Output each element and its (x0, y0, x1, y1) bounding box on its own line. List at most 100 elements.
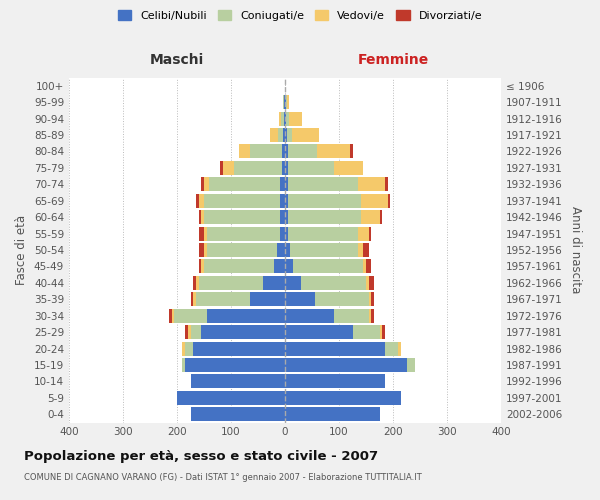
Bar (206, 308, 285, 322)
Bar (398, 342, 401, 355)
Text: Popolazione per età, sesso e stato civile - 2007: Popolazione per età, sesso e stato civil… (24, 450, 378, 463)
Bar (285, 128, 287, 142)
Bar (285, 342, 385, 355)
Bar (288, 144, 317, 158)
Bar (288, 178, 358, 192)
Bar (286, 95, 287, 109)
Bar (285, 391, 401, 405)
Bar (286, 112, 289, 126)
Bar (283, 95, 284, 109)
Y-axis label: Fasce di età: Fasce di età (16, 215, 28, 285)
Bar (206, 226, 280, 240)
Bar (288, 226, 358, 240)
Bar (380, 210, 382, 224)
Bar (285, 308, 334, 322)
Bar (285, 194, 288, 207)
Bar (301, 276, 366, 290)
Bar (172, 308, 175, 322)
Bar (368, 292, 371, 306)
Bar (285, 210, 288, 224)
Text: Femmine: Femmine (358, 53, 428, 67)
Bar (288, 210, 361, 224)
Bar (202, 210, 204, 224)
Bar (368, 308, 371, 322)
Bar (361, 194, 388, 207)
Bar (358, 243, 363, 257)
Bar (368, 226, 371, 240)
Bar (285, 112, 286, 126)
Bar (278, 112, 281, 126)
Bar (283, 144, 285, 158)
Bar (314, 292, 368, 306)
Bar (278, 128, 283, 142)
Bar (292, 128, 319, 142)
Bar (281, 112, 284, 126)
Bar (182, 358, 185, 372)
Bar (285, 243, 290, 257)
Bar (199, 194, 204, 207)
Bar (283, 128, 285, 142)
Bar (385, 178, 388, 192)
Bar (285, 260, 293, 274)
Bar (250, 144, 283, 158)
Bar (204, 178, 209, 192)
Bar (202, 260, 204, 274)
Bar (185, 325, 188, 339)
Bar (366, 276, 368, 290)
Bar (288, 194, 361, 207)
Y-axis label: Anni di nascita: Anni di nascita (569, 206, 582, 294)
Bar (191, 408, 285, 422)
Bar (350, 144, 353, 158)
Bar (361, 210, 380, 224)
Bar (285, 161, 288, 175)
Bar (196, 194, 199, 207)
Bar (358, 226, 368, 240)
Bar (289, 112, 302, 126)
Bar (285, 358, 407, 372)
Bar (204, 243, 206, 257)
Bar (193, 292, 196, 306)
Bar (285, 178, 288, 192)
Bar (199, 276, 263, 290)
Bar (185, 358, 285, 372)
Bar (199, 243, 204, 257)
Bar (364, 243, 368, 257)
Bar (204, 260, 274, 274)
Bar (380, 325, 382, 339)
Bar (177, 391, 285, 405)
Bar (317, 144, 350, 158)
Bar (209, 178, 280, 192)
Text: COMUNE DI CAGNANO VARANO (FG) - Dati ISTAT 1° gennaio 2007 - Elaborazione TUTTIT: COMUNE DI CAGNANO VARANO (FG) - Dati IST… (24, 472, 422, 482)
Bar (196, 292, 250, 306)
Bar (199, 226, 204, 240)
Bar (193, 342, 285, 355)
Bar (202, 325, 285, 339)
Bar (174, 308, 206, 322)
Bar (274, 260, 285, 274)
Bar (407, 358, 415, 372)
Bar (204, 194, 280, 207)
Bar (334, 161, 364, 175)
Bar (234, 161, 283, 175)
Bar (283, 161, 285, 175)
Bar (285, 374, 385, 388)
Bar (285, 144, 288, 158)
Bar (193, 276, 196, 290)
Bar (169, 308, 172, 322)
Bar (382, 325, 385, 339)
Bar (285, 292, 314, 306)
Bar (371, 308, 374, 322)
Bar (199, 260, 202, 274)
Bar (185, 342, 193, 355)
Bar (285, 276, 301, 290)
Bar (366, 260, 371, 274)
Bar (220, 161, 223, 175)
Bar (270, 128, 278, 142)
Bar (182, 342, 185, 355)
Bar (204, 210, 280, 224)
Bar (239, 144, 250, 158)
Bar (285, 226, 288, 240)
Bar (368, 276, 374, 290)
Bar (204, 226, 206, 240)
Bar (287, 95, 289, 109)
